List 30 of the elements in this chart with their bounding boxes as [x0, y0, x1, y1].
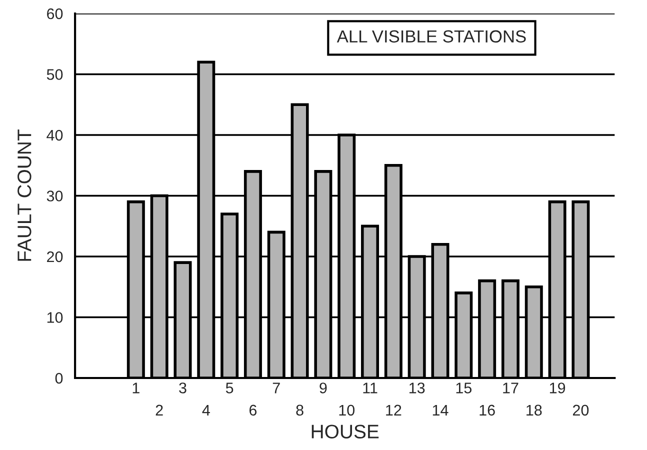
y-tick-label: 20 [47, 251, 63, 262]
x-tick-label: 14 [432, 404, 448, 416]
x-tick-label: 18 [526, 404, 542, 416]
y-tick-label: 0 [55, 372, 63, 384]
x-axis-title: HOUSE [312, 424, 379, 438]
x-tick-label: 12 [386, 404, 402, 416]
x-tick-label: 15 [456, 382, 472, 394]
y-tick-label: 60 [47, 8, 63, 20]
x-tick-label: 6 [249, 404, 257, 416]
x-tick-label: 19 [550, 382, 566, 394]
x-tick-label: 5 [226, 382, 234, 394]
x-tick-label: 20 [572, 404, 589, 416]
y-tick-label: 30 [46, 190, 63, 202]
text: ALL VISIBLE STATIONS [336, 30, 526, 43]
y-tick-label: 40 [46, 130, 63, 141]
y-axis-title: FAULT COUNT [18, 130, 32, 261]
y-tick-label: 10 [47, 312, 63, 323]
x-tick-label: 8 [296, 404, 304, 416]
x-tick-label: 3 [179, 382, 186, 394]
x-tick-label: 2 [156, 404, 163, 416]
x-tick-label: 9 [320, 382, 327, 394]
x-tick-label: 10 [339, 404, 355, 416]
x-tick-label: 13 [410, 382, 425, 394]
y-tick-label: 50 [46, 69, 63, 80]
x-tick-label: 11 [363, 382, 378, 394]
x-tick-label: 1 [132, 382, 140, 394]
x-tick-label: 17 [503, 382, 518, 394]
x-tick-label: 16 [480, 404, 495, 416]
x-tick-label: 4 [202, 404, 210, 416]
x-tick-label: 7 [272, 382, 280, 394]
